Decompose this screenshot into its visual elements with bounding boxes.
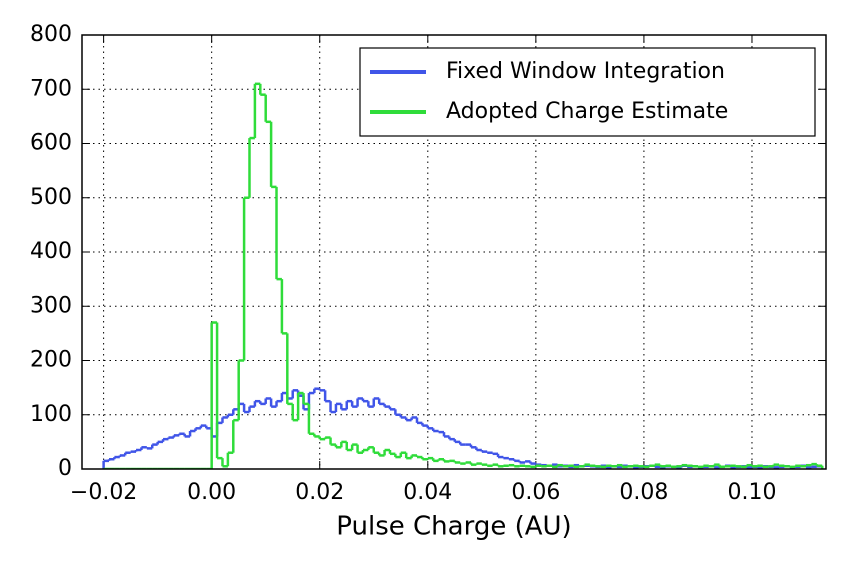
y-tick-label: 500 bbox=[30, 185, 72, 210]
x-tick-label: −0.02 bbox=[70, 480, 137, 505]
y-tick-label: 600 bbox=[30, 131, 72, 156]
histogram-series bbox=[103, 82, 824, 469]
x-tick-label: 0.02 bbox=[295, 480, 344, 505]
y-tick-label: 700 bbox=[30, 76, 72, 101]
x-tick-label: 0.08 bbox=[619, 480, 668, 505]
x-tick-label: 0.04 bbox=[403, 480, 452, 505]
x-axis-label: Pulse Charge (AU) bbox=[336, 512, 571, 542]
y-tick-label: 200 bbox=[30, 348, 72, 373]
y-tick-label: 400 bbox=[30, 239, 72, 264]
x-tick-label: 0.00 bbox=[187, 480, 236, 505]
y-tick-label: 100 bbox=[30, 402, 72, 427]
y-tick-label: 800 bbox=[30, 22, 72, 47]
y-tick-label: 300 bbox=[30, 293, 72, 318]
x-tick-label: 0.06 bbox=[511, 480, 560, 505]
legend-label: Adopted Charge Estimate bbox=[446, 99, 728, 124]
legend-label: Fixed Window Integration bbox=[446, 59, 725, 84]
legend-box bbox=[359, 47, 816, 137]
y-tick-label: 0 bbox=[58, 456, 72, 481]
plot-frame bbox=[81, 34, 827, 470]
x-tick-label: 0.10 bbox=[727, 480, 776, 505]
